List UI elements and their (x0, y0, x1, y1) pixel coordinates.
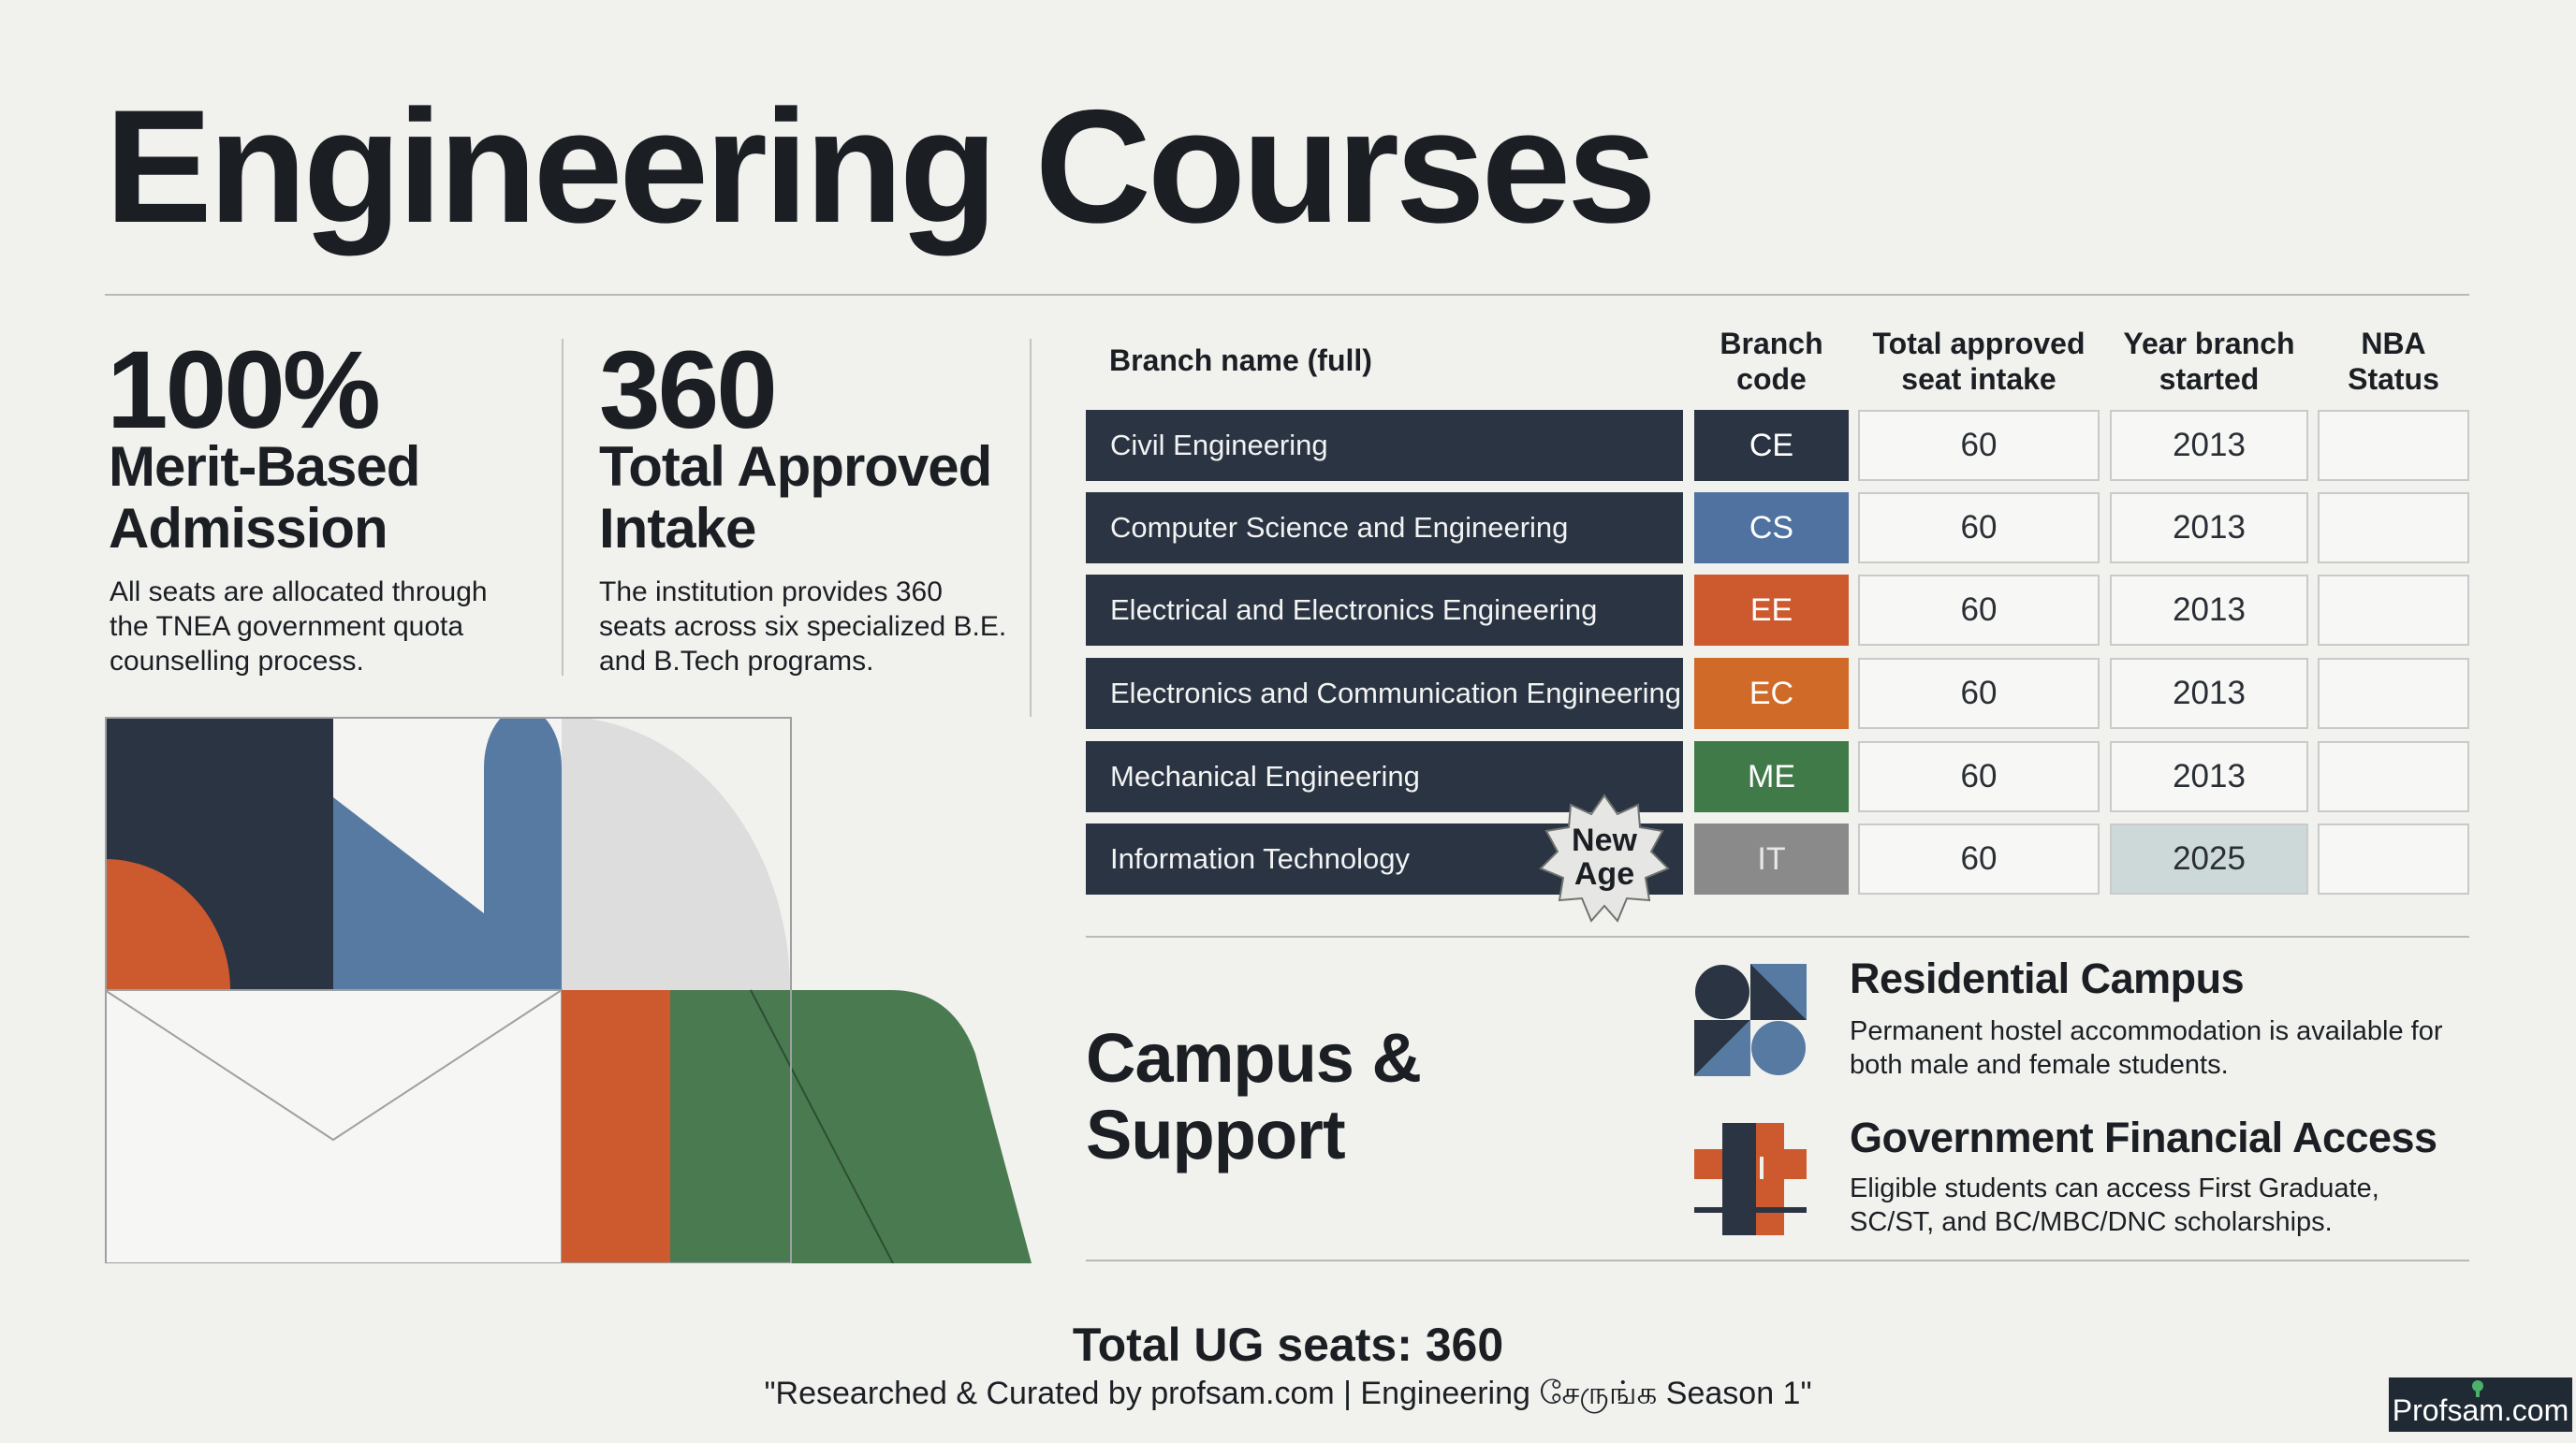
financial-access-description: Eligible students can access First Gradu… (1850, 1173, 2379, 1237)
total-seats: Total UG seats: 360 (1072, 1319, 1504, 1371)
stat-intake-description: The institution provides 360 seats acros… (599, 576, 1007, 677)
geometric-collage (105, 717, 1032, 1263)
th-year-started-line2: started (2159, 362, 2260, 396)
th-seat-intake-line1: Total approved (1872, 327, 2086, 360)
th-branch-name: Branch name (full) (1109, 343, 1372, 377)
row-year-eee: 2013 (2110, 575, 2308, 646)
residential-campus-icon (1694, 964, 1807, 1076)
campus-bottom-divider (1086, 1260, 2469, 1261)
stat-intake-heading: Total Approved Intake (599, 435, 992, 560)
row-name-mech: Mechanical Engineering (1086, 741, 1683, 812)
stat-merit-heading: Merit-Based Admission (109, 435, 420, 560)
th-year-started: Year branch started (2110, 326, 2308, 397)
row-year-civil: 2013 (2110, 410, 2308, 481)
row-seats-eee: 60 (1858, 575, 2100, 646)
th-seat-intake-line2: seat intake (1901, 362, 2056, 396)
th-branch-code: Branch code (1694, 326, 1849, 397)
profsam-logo-icon (2472, 1380, 2483, 1397)
campus-title-line2: Support (1086, 1096, 1346, 1173)
new-age-badge-line2: Age (1573, 856, 1635, 892)
row-seats-cse: 60 (1858, 492, 2100, 563)
row-name-eee: Electrical and Electronics Engineering (1086, 575, 1683, 646)
stat-divider (562, 339, 564, 676)
row-name-ece: Electronics and Communication Engineerin… (1086, 658, 1683, 729)
stat-merit-description: All seats are allocated through the TNEA… (110, 576, 488, 677)
row-nba-ece (2318, 658, 2469, 729)
new-age-badge-line1: New (1572, 823, 1637, 858)
row-year-cse: 2013 (2110, 492, 2308, 563)
residential-campus-title: Residential Campus (1850, 955, 2245, 1002)
row-nba-eee (2318, 575, 2469, 646)
row-seats-mech: 60 (1858, 741, 2100, 812)
stat-merit-number: 100% (107, 328, 381, 452)
new-age-badge-icon (1539, 794, 1670, 923)
row-code-cse: CS (1694, 492, 1849, 563)
title-divider (105, 294, 2469, 296)
credit-line: "Researched & Curated by profsam.com | E… (764, 1376, 1812, 1411)
stat-merit-heading-line2: Admission (109, 497, 388, 560)
stat-merit-heading-line1: Merit-Based (109, 435, 420, 498)
row-name-cse: Computer Science and Engineering (1086, 492, 1683, 563)
row-seats-it: 60 (1858, 824, 2100, 895)
th-nba-status-line2: Status (2348, 362, 2439, 396)
new-age-badge: New Age (1539, 824, 1670, 891)
row-nba-mech (2318, 741, 2469, 812)
row-code-it: IT (1694, 824, 1849, 895)
row-nba-it (2318, 824, 2469, 895)
residential-campus-description: Permanent hostel accommodation is availa… (1850, 1016, 2443, 1080)
th-nba-status: NBA Status (2318, 326, 2469, 397)
page-title: Engineering Courses (105, 77, 1657, 256)
th-nba-status-line1: NBA (2361, 327, 2426, 360)
row-code-ece: EC (1694, 658, 1849, 729)
th-year-started-line1: Year branch (2123, 327, 2295, 360)
stat-intake-heading-line2: Intake (599, 497, 756, 560)
row-nba-civil (2318, 410, 2469, 481)
stat-intake-heading-line1: Total Approved (599, 435, 992, 498)
row-year-mech: 2013 (2110, 741, 2308, 812)
row-year-it: 2025 (2110, 824, 2308, 895)
row-nba-cse (2318, 492, 2469, 563)
campus-section-title: Campus & Support (1086, 1019, 1422, 1173)
table-bottom-divider (1086, 936, 2469, 938)
financial-access-title: Government Financial Access (1850, 1114, 2437, 1161)
th-branch-code-line1: Branch (1720, 327, 1823, 360)
stat-intake-number: 360 (599, 328, 778, 452)
th-seat-intake: Total approved seat intake (1858, 326, 2100, 397)
row-seats-civil: 60 (1858, 410, 2100, 481)
row-code-eee: EE (1694, 575, 1849, 646)
row-code-mech: ME (1694, 741, 1849, 812)
row-name-civil: Civil Engineering (1086, 410, 1683, 481)
row-code-civil: CE (1694, 410, 1849, 481)
campus-title-line1: Campus & (1086, 1019, 1422, 1097)
financial-access-icon (1694, 1123, 1807, 1235)
row-year-ece: 2013 (2110, 658, 2308, 729)
row-seats-ece: 60 (1858, 658, 2100, 729)
th-branch-code-line2: code (1736, 362, 1807, 396)
